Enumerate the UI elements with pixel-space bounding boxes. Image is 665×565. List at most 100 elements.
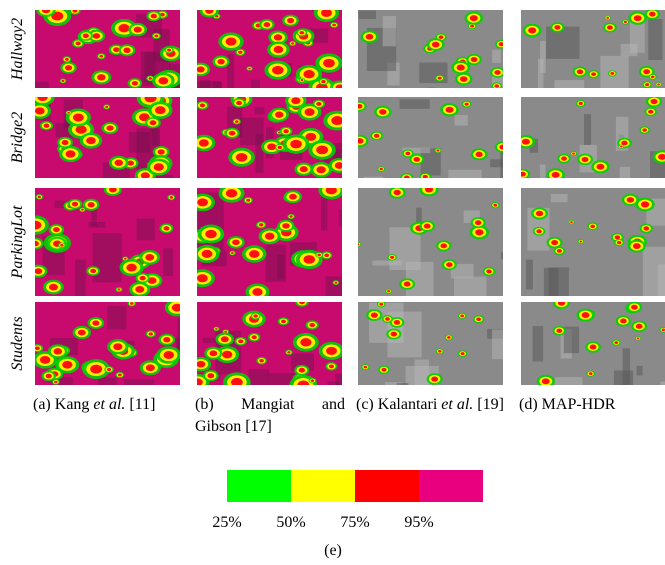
image-texture — [526, 260, 533, 290]
heat-blob — [290, 215, 293, 217]
heat-blob — [35, 346, 40, 350]
heat-blob — [290, 140, 302, 149]
heat-blob — [591, 72, 596, 76]
heat-blob — [202, 250, 213, 258]
heat-blob — [642, 128, 647, 131]
heat-blob — [93, 33, 101, 39]
heat-blob — [475, 220, 481, 225]
image-texture — [538, 59, 543, 96]
image-texture — [630, 20, 645, 53]
image-texture — [490, 159, 524, 167]
heat-blob — [316, 166, 325, 173]
heat-blob — [200, 103, 205, 107]
heat-blob — [259, 359, 264, 362]
heat-blob — [118, 374, 122, 377]
heat-blob — [118, 24, 129, 32]
image-texture — [555, 377, 583, 388]
heat-blob — [424, 224, 431, 229]
page: {"rows": ["Hallway2", "Bridge2", "Parkin… — [0, 0, 665, 565]
heat-blob — [145, 93, 157, 102]
image-texture — [648, 19, 662, 60]
heat-blob — [621, 141, 627, 146]
image-texture — [564, 327, 579, 353]
heat-blob — [446, 107, 454, 113]
heat-blob — [614, 341, 618, 344]
image-texture — [137, 219, 155, 241]
image-texture — [584, 114, 591, 145]
heat-blob — [495, 84, 500, 87]
heat-blob — [53, 227, 60, 232]
heat-blob — [65, 65, 72, 70]
heat-blob — [248, 68, 251, 70]
heat-blob — [447, 336, 451, 339]
heat-blob — [283, 129, 288, 133]
heat-blob — [326, 347, 337, 355]
heat-blob — [404, 176, 410, 180]
heat-blob — [146, 364, 155, 371]
heat-blob — [46, 374, 52, 379]
heat-blob — [159, 77, 169, 84]
heat-blob — [637, 337, 639, 339]
heat-blob — [81, 209, 84, 211]
heat-blob — [231, 378, 243, 387]
heat-blob — [299, 300, 305, 304]
heat-blob — [90, 365, 102, 374]
heat-blob — [38, 196, 41, 199]
heat-blob — [140, 276, 146, 281]
heat-blob — [232, 239, 240, 245]
image — [190, 181, 359, 321]
heat-blob — [385, 317, 390, 321]
image-texture — [255, 107, 265, 114]
image-texture — [400, 99, 430, 109]
heat-blob — [334, 282, 337, 284]
heat-blob — [471, 57, 478, 62]
heat-blob — [329, 364, 334, 368]
heat-blob — [272, 66, 283, 75]
heat-blob — [633, 243, 641, 249]
heat-blob — [324, 253, 329, 257]
heat-blob — [620, 146, 622, 148]
heat-blob — [163, 351, 174, 359]
heat-blob — [72, 202, 78, 207]
heat-blob — [274, 34, 282, 40]
heat-blob — [300, 166, 308, 172]
heat-blob — [364, 366, 368, 369]
heat-blob — [65, 58, 69, 61]
heat-blob — [253, 314, 257, 317]
heat-blob — [643, 69, 650, 74]
heat-blob — [130, 302, 134, 305]
heat-blob — [154, 163, 164, 171]
image — [358, 301, 517, 407]
heat-blob — [44, 124, 50, 128]
legend-swatch — [419, 470, 483, 502]
heat-blob — [528, 27, 536, 33]
heat-blob — [99, 55, 103, 58]
image-texture — [89, 222, 106, 228]
heat-blob — [470, 15, 478, 21]
heat-blob — [267, 143, 276, 150]
heat-blob — [281, 320, 286, 324]
heat-blob — [193, 378, 203, 386]
heat-blob — [259, 223, 263, 226]
heat-blob — [446, 262, 452, 267]
heat-blob — [49, 284, 58, 291]
heat-blob — [222, 351, 232, 359]
heat-blob — [105, 106, 108, 108]
heat-blob — [145, 254, 154, 261]
heat-blob — [246, 199, 250, 202]
heat-blob — [393, 190, 400, 195]
heat-blob — [67, 112, 70, 114]
row-label: ParkingLot — [9, 205, 26, 279]
heat-blob — [615, 235, 620, 239]
heat-blob — [217, 59, 224, 65]
heat-blob — [235, 120, 239, 123]
heat-blob — [645, 83, 649, 86]
legend-label: 50% — [276, 514, 305, 531]
image-texture — [107, 306, 126, 329]
heat-blob — [651, 99, 658, 104]
heat-blob — [596, 164, 604, 170]
heat-blob — [627, 197, 634, 202]
heat-blob — [387, 290, 390, 292]
heat-blob — [299, 31, 304, 34]
heat-blob — [494, 70, 500, 75]
